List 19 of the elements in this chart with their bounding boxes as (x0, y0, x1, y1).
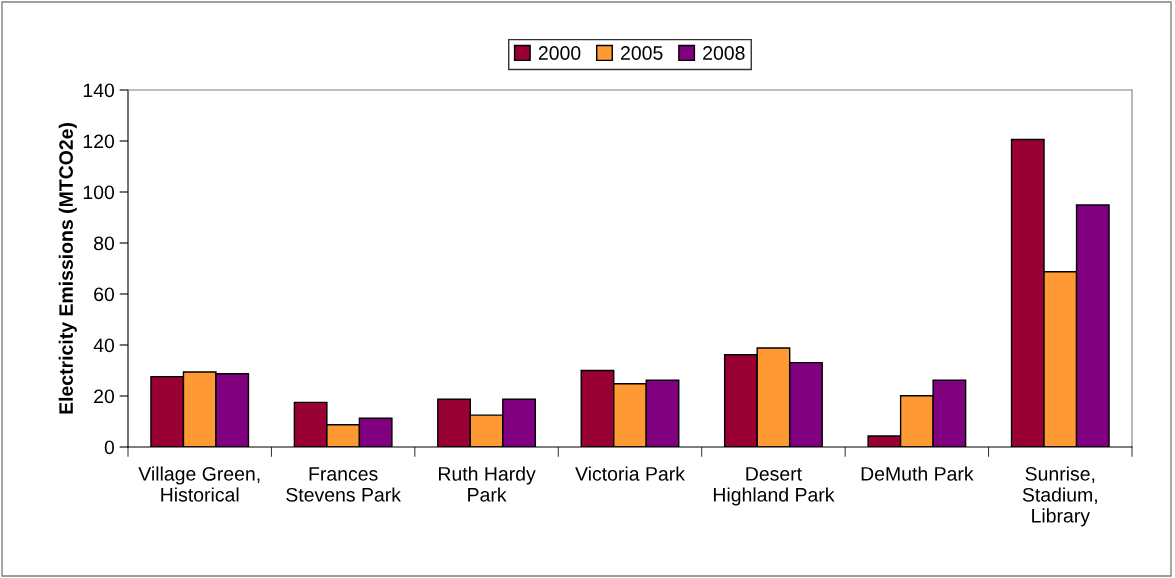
legend-label: 2005 (621, 46, 663, 60)
y-tick-label: 40 (93, 338, 115, 353)
x-tick-label: Victoria Park (575, 466, 685, 481)
y-axis-title: Electricity Emissions (MTCO2e) (58, 123, 77, 414)
y-tick-label: 20 (94, 389, 115, 404)
x-tick-label: Desert Highland Park (713, 467, 835, 506)
x-tick-label: Village Green, Historical (138, 466, 260, 502)
y-tick-label: 80 (94, 236, 115, 251)
y-tick-label: 60 (94, 287, 115, 302)
legend-label: 2000 (538, 46, 581, 60)
y-tick-label: 100 (83, 185, 115, 200)
y-tick-label: 140 (83, 83, 115, 98)
y-tick-label: 0 (104, 440, 115, 455)
x-tick-label: Frances Stevens Park (286, 467, 401, 502)
x-tick-label: Sunrise, Stadium, Library (1022, 466, 1097, 527)
legend-label: 2008 (703, 46, 745, 60)
x-tick-label: DeMuth Park (861, 466, 974, 481)
x-tick-label: Ruth Hardy Park (439, 466, 536, 502)
y-tick-label: 120 (83, 134, 115, 149)
